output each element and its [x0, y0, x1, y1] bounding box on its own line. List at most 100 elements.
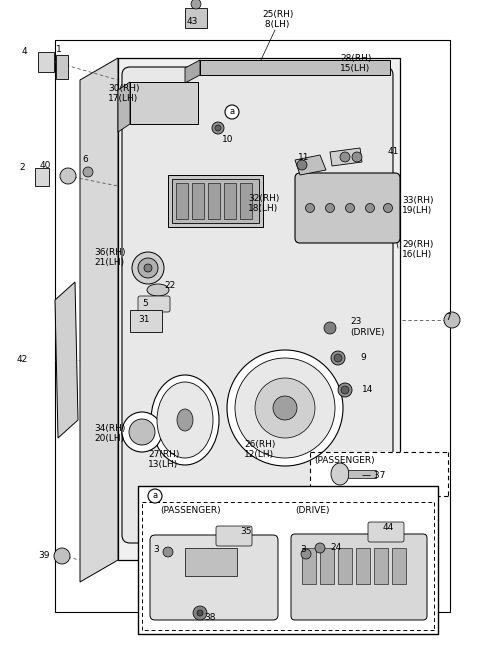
Circle shape: [138, 258, 158, 278]
Text: 36(RH): 36(RH): [94, 247, 125, 256]
Text: 20(LH): 20(LH): [94, 434, 124, 443]
Bar: [172, 179, 259, 223]
Text: 11: 11: [298, 154, 310, 162]
Bar: [35, 168, 49, 186]
Polygon shape: [118, 82, 130, 132]
Bar: [130, 82, 198, 124]
Text: 19(LH): 19(LH): [402, 206, 432, 215]
Text: 25(RH): 25(RH): [262, 10, 293, 19]
Bar: [208, 183, 220, 219]
Text: 40: 40: [40, 160, 51, 169]
Text: 15(LH): 15(LH): [340, 64, 370, 73]
Circle shape: [83, 167, 93, 177]
Text: (PASSENGER): (PASSENGER): [314, 456, 374, 465]
Circle shape: [325, 204, 335, 212]
Text: 34(RH): 34(RH): [94, 424, 125, 432]
Text: 1: 1: [56, 45, 62, 55]
Bar: [56, 55, 68, 79]
Text: (DRIVE): (DRIVE): [350, 328, 384, 336]
Circle shape: [225, 105, 239, 119]
Bar: [310, 452, 448, 496]
Circle shape: [340, 152, 350, 162]
Circle shape: [144, 264, 152, 272]
Circle shape: [191, 0, 201, 9]
Polygon shape: [295, 155, 326, 175]
Circle shape: [315, 543, 325, 553]
Text: 2: 2: [19, 164, 25, 173]
Text: 5: 5: [142, 299, 148, 308]
Circle shape: [341, 386, 349, 394]
Text: 17(LH): 17(LH): [108, 93, 138, 103]
Text: 42: 42: [16, 356, 28, 365]
Circle shape: [384, 204, 393, 212]
Text: 28(RH): 28(RH): [340, 53, 372, 62]
Bar: [240, 183, 252, 219]
FancyBboxPatch shape: [368, 522, 404, 542]
Circle shape: [129, 419, 155, 445]
Bar: [356, 548, 370, 584]
Bar: [185, 8, 207, 28]
Text: 13(LH): 13(LH): [148, 461, 178, 469]
Circle shape: [163, 547, 173, 557]
Bar: [192, 183, 204, 219]
Circle shape: [273, 396, 297, 420]
Text: 44: 44: [383, 524, 394, 532]
Text: 26(RH): 26(RH): [244, 439, 276, 448]
Text: (PASSENGER): (PASSENGER): [160, 506, 221, 515]
Circle shape: [122, 412, 162, 452]
Text: 12(LH): 12(LH): [244, 450, 274, 458]
Circle shape: [193, 606, 207, 620]
Text: 18(LH): 18(LH): [248, 204, 278, 212]
Text: 39: 39: [38, 550, 49, 559]
Polygon shape: [55, 282, 78, 438]
Polygon shape: [200, 60, 390, 75]
Circle shape: [338, 383, 352, 397]
Circle shape: [365, 204, 374, 212]
Circle shape: [227, 350, 343, 466]
Bar: [38, 52, 54, 72]
FancyBboxPatch shape: [291, 534, 427, 620]
Text: 32(RH): 32(RH): [248, 193, 279, 202]
Bar: [348, 470, 376, 478]
Text: 8(LH): 8(LH): [262, 19, 289, 29]
Text: 23: 23: [350, 317, 361, 326]
Bar: [130, 310, 162, 332]
Text: a: a: [153, 491, 157, 500]
Ellipse shape: [177, 409, 193, 431]
Ellipse shape: [147, 284, 169, 296]
Bar: [338, 548, 352, 584]
Bar: [320, 548, 334, 584]
Bar: [138, 486, 438, 634]
Polygon shape: [185, 60, 200, 83]
Circle shape: [444, 312, 460, 328]
Circle shape: [324, 322, 336, 334]
Text: 4: 4: [21, 47, 27, 56]
Text: 33(RH): 33(RH): [402, 195, 433, 204]
Bar: [392, 548, 406, 584]
FancyBboxPatch shape: [295, 173, 400, 243]
Text: 6: 6: [82, 156, 88, 164]
Circle shape: [346, 204, 355, 212]
Ellipse shape: [331, 463, 349, 485]
Bar: [55, 40, 450, 612]
Text: 27(RH): 27(RH): [148, 450, 180, 459]
Text: 41: 41: [388, 147, 399, 156]
Text: 10: 10: [222, 136, 233, 145]
Bar: [224, 183, 236, 219]
Text: 3: 3: [153, 546, 159, 554]
Text: 9: 9: [360, 354, 366, 363]
Bar: [374, 548, 388, 584]
Circle shape: [54, 548, 70, 564]
Circle shape: [255, 378, 315, 438]
Circle shape: [148, 489, 162, 503]
Ellipse shape: [157, 382, 213, 458]
Polygon shape: [80, 58, 118, 582]
FancyBboxPatch shape: [122, 67, 393, 543]
Text: 16(LH): 16(LH): [402, 249, 432, 258]
Bar: [185, 548, 237, 576]
Circle shape: [60, 168, 76, 184]
Polygon shape: [330, 148, 362, 166]
FancyBboxPatch shape: [150, 535, 278, 620]
Text: 43: 43: [186, 18, 198, 27]
Circle shape: [297, 160, 307, 170]
